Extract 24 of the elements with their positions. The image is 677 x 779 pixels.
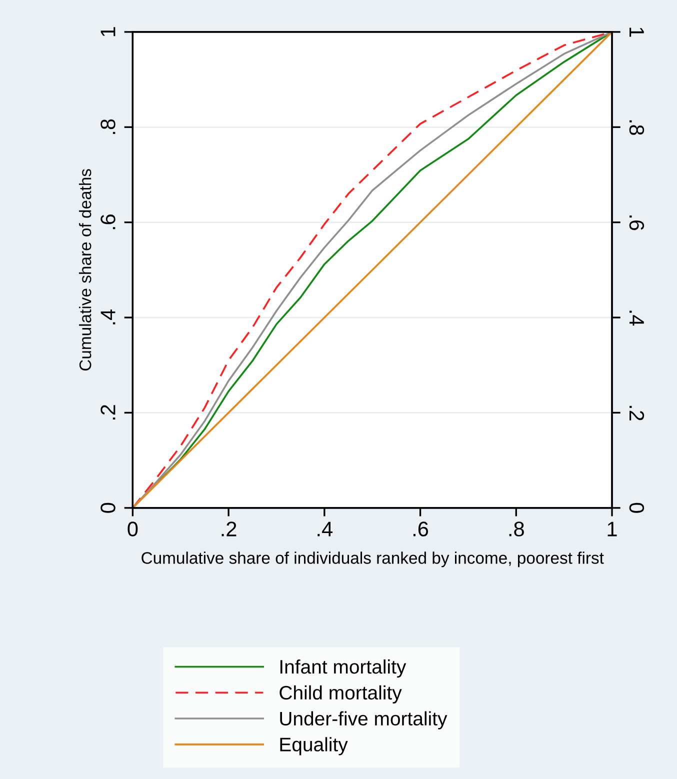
y2-tick-label: .6	[629, 216, 644, 230]
y2-tick-label: .4	[630, 310, 644, 326]
x-tick-label: .2	[222, 522, 236, 536]
y2-tick-label: .8	[629, 120, 644, 135]
y-tick-label: .4	[100, 309, 116, 324]
x-tick-label: 0	[128, 522, 138, 536]
legend-label: Equality	[280, 737, 348, 756]
y-tick-label: .6	[100, 214, 116, 230]
y2-tick-label: 0	[629, 502, 644, 513]
y-axis-title: Cumulative share of deaths	[78, 169, 92, 371]
legend-label: Infant mortality	[280, 659, 406, 678]
x-axis-title: Cumulative share of individuals ranked by income, poorest first	[142, 552, 604, 568]
x-tick-label: .8	[509, 522, 524, 536]
y2-tick-label: 1	[630, 28, 644, 37]
legend-label: Under-five mortality	[280, 711, 448, 730]
legend-label: Child mortality	[280, 685, 402, 704]
x-tick-label: .6	[413, 522, 428, 536]
x-tick-label: 1	[608, 522, 617, 536]
y-tick-label: .2	[100, 405, 116, 420]
y2-tick-label: .2	[630, 406, 644, 420]
y-tick-label: .8	[100, 119, 116, 134]
y-tick-label: 0	[100, 502, 116, 513]
y-tick-label: 1	[100, 27, 116, 36]
x-tick-label: .4	[318, 522, 332, 536]
